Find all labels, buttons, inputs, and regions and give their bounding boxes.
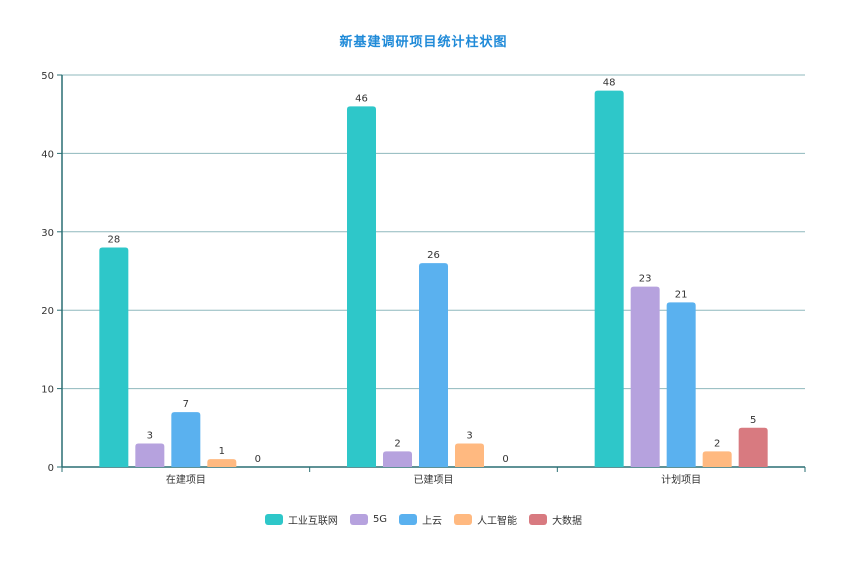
y-tick-label: 50 [41, 71, 54, 82]
legend-label: 大数据 [552, 516, 583, 527]
legend-swatch [399, 514, 418, 525]
data-label: 2 [394, 438, 400, 449]
bar[interactable] [419, 263, 448, 467]
legend-label: 上云 [422, 516, 443, 527]
legend-item[interactable]: 工业互联网 [264, 512, 338, 527]
data-label: 7 [183, 399, 189, 410]
y-tick-label: 20 [41, 306, 54, 317]
data-label: 21 [675, 289, 688, 300]
data-label: 1 [219, 446, 225, 457]
bar[interactable] [383, 451, 412, 467]
legend-swatch [349, 514, 368, 525]
bar[interactable] [455, 443, 484, 467]
bar[interactable] [630, 286, 660, 467]
legend-swatch [529, 514, 548, 525]
legend-item[interactable]: 大数据 [529, 512, 582, 527]
chart-title: 新基建调研项目统计柱状图 [339, 35, 508, 50]
legend-label: 工业互联网 [287, 516, 338, 527]
x-tick-label: 在建项目 [166, 473, 206, 486]
legend-label: 5G [372, 514, 388, 525]
bar[interactable] [594, 90, 624, 468]
y-tick-label: 30 [41, 228, 54, 239]
data-label: 23 [639, 274, 652, 285]
legend-swatch [454, 514, 473, 525]
legend-label: 人工智能 [477, 516, 518, 527]
bar[interactable] [99, 247, 129, 467]
data-label: 46 [355, 93, 368, 104]
data-label: 0 [502, 454, 508, 465]
legend-swatch [264, 514, 283, 525]
data-label: 48 [603, 78, 616, 89]
bar[interactable] [702, 451, 732, 467]
legend-item[interactable]: 5G [349, 514, 388, 525]
data-label: 2 [714, 438, 720, 449]
bar[interactable] [666, 302, 696, 467]
bar[interactable] [738, 427, 768, 467]
data-label: 3 [147, 430, 153, 441]
x-tick-label: 已建项目 [414, 473, 454, 486]
bar[interactable] [207, 459, 237, 467]
legend-item[interactable]: 人工智能 [454, 512, 517, 527]
y-tick-label: 0 [48, 463, 54, 474]
x-tick-label: 计划项目 [661, 473, 701, 486]
legend-item[interactable]: 上云 [399, 512, 442, 527]
data-label: 0 [255, 454, 261, 465]
bar[interactable] [171, 412, 201, 467]
y-tick-label: 10 [41, 385, 54, 396]
data-label: 3 [466, 430, 472, 441]
data-label: 26 [427, 250, 440, 261]
data-label: 5 [750, 415, 756, 426]
data-label: 28 [107, 234, 120, 245]
legend: 工业互联网 5G 上云 人工智能 大数据 [0, 512, 847, 527]
bar[interactable] [135, 443, 165, 467]
bar[interactable] [347, 106, 376, 468]
y-tick-label: 40 [41, 149, 54, 160]
